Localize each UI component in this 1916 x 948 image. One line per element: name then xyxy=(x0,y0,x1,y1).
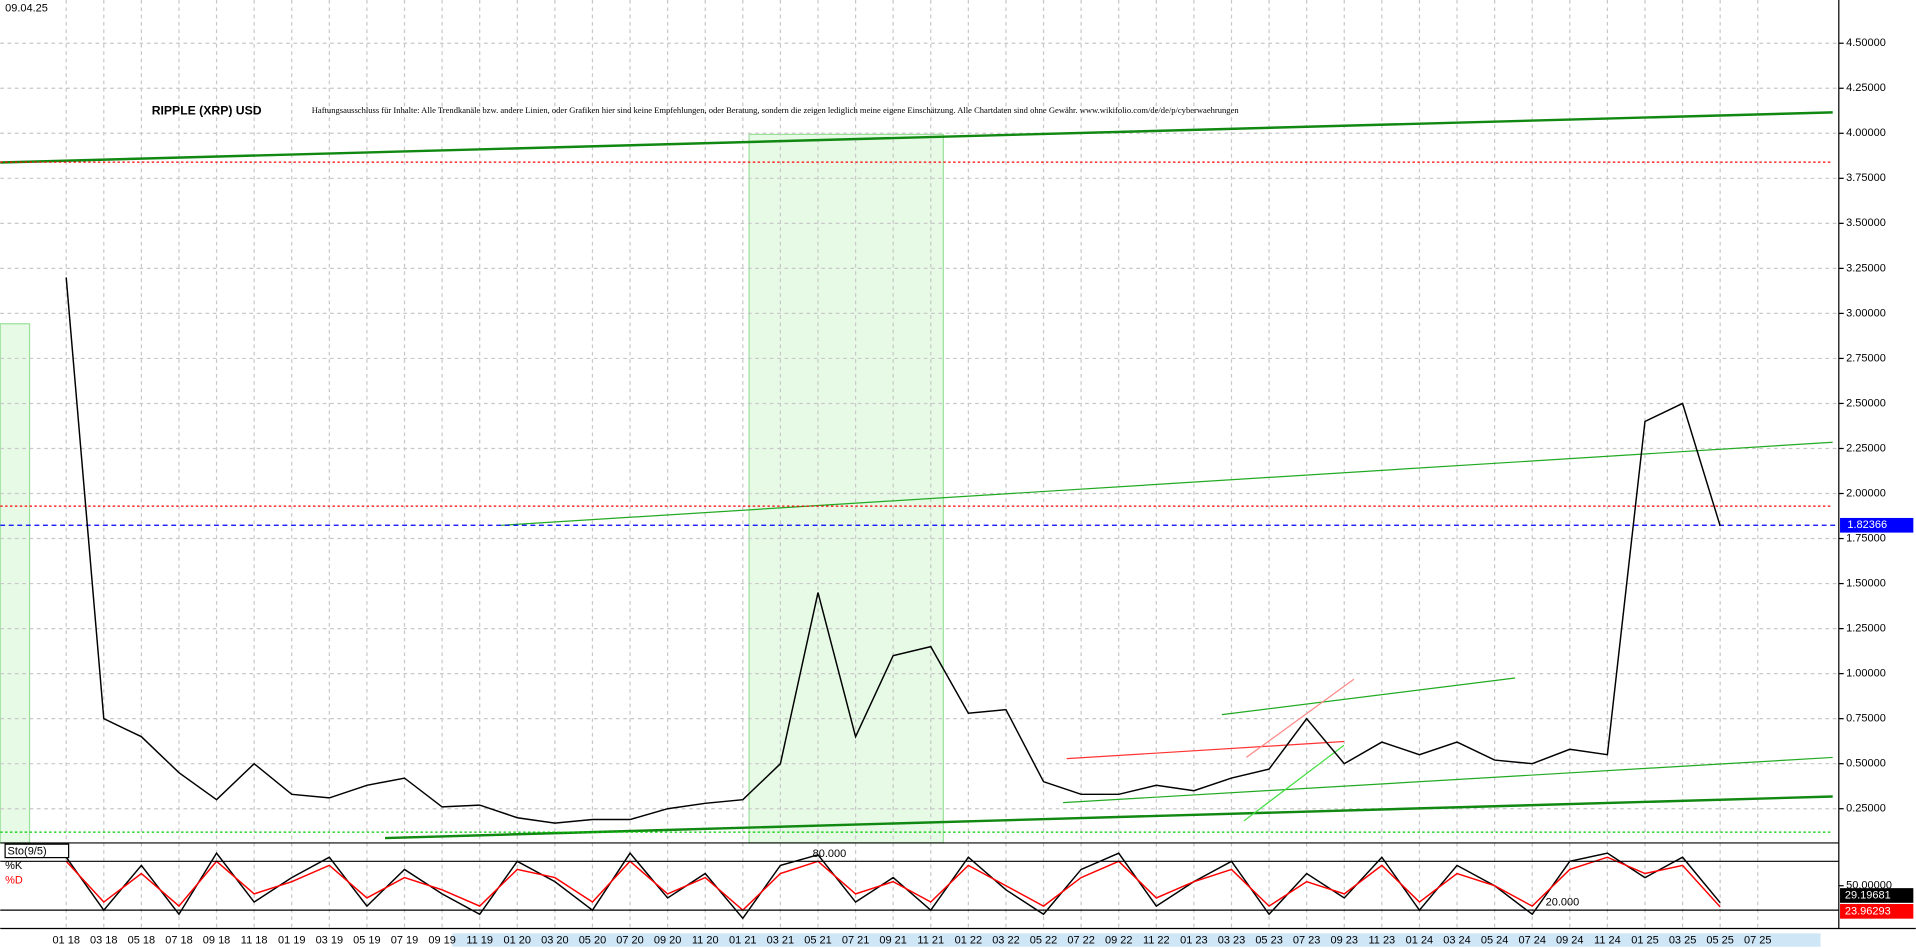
y-tick-label: 4.25000 xyxy=(1846,82,1886,94)
x-tick-label: 01 21 xyxy=(729,935,757,947)
x-tick-label: 07 23 xyxy=(1293,935,1321,947)
x-tick-label: 07 21 xyxy=(842,935,870,947)
y-tick-label: 2.50000 xyxy=(1846,397,1886,409)
x-tick-label: 07 25 xyxy=(1744,935,1771,947)
legend-k: %K xyxy=(5,860,23,872)
x-tick-label: 01 19 xyxy=(278,935,306,947)
x-tick-label: 11 18 xyxy=(241,935,268,947)
trend-line xyxy=(0,111,1833,164)
trend-line xyxy=(1245,678,1355,758)
y-tick-label: 2.00000 xyxy=(1846,487,1886,499)
x-tick-label: 07 19 xyxy=(391,935,419,947)
x-tick-label: 05 22 xyxy=(1030,935,1058,947)
x-tick-label: 11 19 xyxy=(466,935,493,947)
indicator-title: Sto(9/5) xyxy=(8,845,47,857)
highlight-zone xyxy=(748,133,944,844)
value-box xyxy=(1840,888,1914,903)
x-tick-label: 05 19 xyxy=(353,935,381,947)
series-line xyxy=(65,856,1721,912)
y-tick-label: 3.50000 xyxy=(1846,217,1886,229)
series-line xyxy=(65,851,1721,920)
x-tick-label: 09 19 xyxy=(428,935,456,947)
x-tick-label: 07 18 xyxy=(165,935,193,947)
y-tick-label: 0.25000 xyxy=(1846,803,1886,815)
y-tick-label: 1.50000 xyxy=(1846,577,1886,589)
indicator-label-box xyxy=(4,843,70,859)
x-tick-label: 01 24 xyxy=(1406,935,1434,947)
x-tick-label: 05 24 xyxy=(1481,935,1508,947)
x-tick-label: 03 18 xyxy=(90,935,118,947)
chart-title: RIPPLE (XRP) USD xyxy=(152,103,262,117)
plot xyxy=(0,161,1839,920)
x-tick-label: 09 24 xyxy=(1556,935,1584,947)
x-tick-label: 11 23 xyxy=(1369,935,1396,947)
y-tick-label: 3.75000 xyxy=(1846,172,1886,184)
x-tick-label: 03 24 xyxy=(1443,935,1471,947)
y-tick-label: 4.50000 xyxy=(1846,37,1886,49)
x-tick-label: 11 20 xyxy=(692,935,719,947)
value-label: 23.96293 xyxy=(1845,905,1891,917)
level-label: 80.000 xyxy=(813,848,847,860)
trend-line xyxy=(1066,740,1345,760)
x-tick-label: 11 22 xyxy=(1143,935,1170,947)
x-tick-label: 03 25 xyxy=(1669,935,1697,947)
price-label: 1.82366 xyxy=(1847,519,1887,531)
x-tick-label: 09 20 xyxy=(654,935,682,947)
x-tick-label: 01 25 xyxy=(1631,935,1659,947)
x-tick-label: 11 21 xyxy=(917,935,944,947)
y-tick-label: 1.25000 xyxy=(1846,623,1886,635)
y-tick-label: 0.50000 xyxy=(1846,758,1886,770)
legend-d: %D xyxy=(5,875,23,887)
disclaimer: Haftungsausschluss für Inhalte: Alle Tre… xyxy=(312,105,1240,115)
grid xyxy=(0,0,1839,929)
value-box xyxy=(1840,904,1914,919)
y-tick-label: 0.75000 xyxy=(1846,713,1886,725)
trend-line xyxy=(1063,756,1833,804)
x-tick-label: 07 20 xyxy=(616,935,644,947)
x-tick-label: 05 18 xyxy=(128,935,156,947)
y-tick-label: 1.75000 xyxy=(1846,532,1886,544)
x-tick-label: 03 22 xyxy=(992,935,1020,947)
trend-line xyxy=(501,441,1833,526)
level-label: 20.000 xyxy=(1546,897,1580,909)
series-line xyxy=(65,277,1721,824)
x-tick-label: 09 22 xyxy=(1105,935,1133,947)
x-tick-label: 05 25 xyxy=(1706,935,1733,947)
value-label: 29.19681 xyxy=(1845,889,1891,901)
x-tick-label: 01 20 xyxy=(504,935,532,947)
y-tick-label: 2.75000 xyxy=(1846,352,1886,364)
x-tick-label: 09 18 xyxy=(203,935,231,947)
price-marker xyxy=(1840,517,1914,533)
y-tick-label: 1.00000 xyxy=(1846,668,1886,680)
date-label: 09.04.25 xyxy=(5,2,48,14)
x-tick-label: 03 23 xyxy=(1218,935,1246,947)
y-tick-label: 2.25000 xyxy=(1846,442,1886,454)
x-axis-band xyxy=(452,933,1821,947)
x-tick-label: 05 23 xyxy=(1255,935,1282,947)
x-tick-label: 09 21 xyxy=(879,935,907,947)
y-tick-label: 4.00000 xyxy=(1846,127,1886,139)
x-tick-label: 09 23 xyxy=(1331,935,1358,947)
x-tick-label: 07 22 xyxy=(1067,935,1095,947)
x-tick-label: 07 24 xyxy=(1518,935,1546,947)
trend-line xyxy=(1243,744,1345,822)
x-tick-label: 01 23 xyxy=(1180,935,1208,947)
x-tick-label: 05 21 xyxy=(804,935,832,947)
x-tick-label: 01 18 xyxy=(52,935,80,947)
trend-line xyxy=(385,795,1833,840)
trend-line xyxy=(1221,677,1516,716)
x-tick-label: 03 21 xyxy=(767,935,795,947)
x-tick-label: 01 22 xyxy=(955,935,983,947)
x-tick-label: 05 20 xyxy=(579,935,607,947)
x-tick-label: 03 19 xyxy=(316,935,344,947)
y-tick-label: 3.25000 xyxy=(1846,262,1886,274)
x-tick-label: 11 24 xyxy=(1594,935,1621,947)
x-tick-label: 03 20 xyxy=(541,935,569,947)
y-tick-label: 3.00000 xyxy=(1846,307,1886,319)
